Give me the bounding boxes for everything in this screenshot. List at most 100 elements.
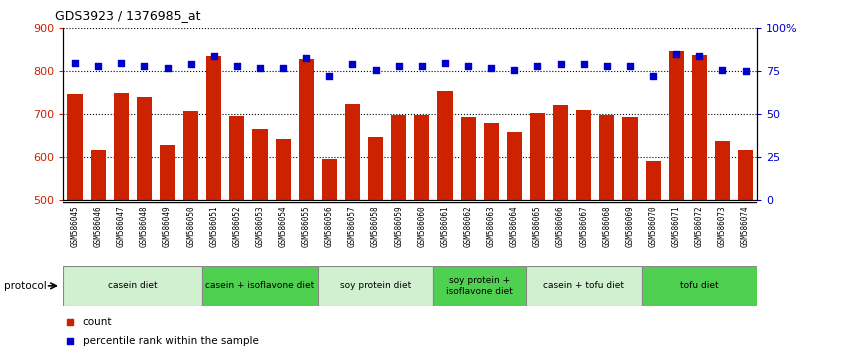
Bar [252, 129, 267, 200]
Point [485, 65, 498, 71]
Point [530, 63, 544, 69]
Text: GSM586054: GSM586054 [278, 205, 288, 246]
Point [693, 53, 706, 59]
Bar [530, 113, 545, 200]
Text: GSM586066: GSM586066 [556, 205, 565, 246]
Point [230, 63, 244, 69]
Bar [137, 97, 152, 200]
Text: GSM586051: GSM586051 [209, 205, 218, 246]
Bar [507, 132, 522, 200]
Bar [318, 266, 433, 306]
Text: GSM586058: GSM586058 [371, 205, 380, 246]
Text: GSM586048: GSM586048 [140, 205, 149, 246]
Text: casein + tofu diet: casein + tofu diet [543, 281, 624, 290]
Bar [368, 137, 383, 200]
Text: GSM586070: GSM586070 [649, 205, 657, 246]
Text: GSM586057: GSM586057 [348, 205, 357, 246]
Text: GSM586074: GSM586074 [741, 205, 750, 246]
Point [253, 65, 266, 71]
Text: GSM586056: GSM586056 [325, 205, 334, 246]
Text: GSM586055: GSM586055 [302, 205, 310, 246]
Text: casein diet: casein diet [108, 281, 157, 290]
Bar [206, 56, 222, 200]
Bar [553, 105, 569, 200]
Point [600, 63, 613, 69]
Bar [276, 139, 291, 200]
Bar [576, 110, 591, 200]
Text: GSM586061: GSM586061 [441, 205, 449, 246]
Point [207, 53, 221, 59]
Point [415, 63, 429, 69]
Text: GSM586052: GSM586052 [233, 205, 241, 246]
Text: GSM586069: GSM586069 [625, 205, 634, 246]
Bar [715, 141, 730, 200]
Bar [183, 111, 198, 200]
Text: casein + isoflavone diet: casein + isoflavone diet [206, 281, 315, 290]
Text: GSM586045: GSM586045 [70, 205, 80, 246]
Point [114, 60, 128, 65]
Point [91, 63, 105, 69]
Bar [91, 150, 106, 200]
Point [322, 74, 336, 79]
Bar [692, 55, 707, 200]
Point [508, 67, 521, 72]
Point [438, 60, 452, 65]
Point [669, 51, 683, 57]
Bar [645, 161, 661, 200]
Point [138, 63, 151, 69]
Text: soy protein diet: soy protein diet [340, 281, 411, 290]
Text: count: count [83, 318, 113, 327]
Bar [526, 266, 641, 306]
Bar [321, 159, 337, 200]
Text: GSM586071: GSM586071 [672, 205, 681, 246]
Point [346, 62, 360, 67]
Point [184, 62, 197, 67]
Point [63, 338, 77, 343]
Point [577, 62, 591, 67]
Bar [738, 150, 753, 200]
Text: GSM586049: GSM586049 [163, 205, 172, 246]
Text: GSM586072: GSM586072 [695, 205, 704, 246]
Bar [299, 59, 314, 200]
Bar [113, 93, 129, 200]
Point [299, 55, 313, 60]
Text: GSM586046: GSM586046 [94, 205, 102, 246]
Bar [668, 51, 684, 200]
Point [646, 74, 660, 79]
Bar [415, 115, 430, 200]
Point [369, 67, 382, 72]
Bar [229, 116, 244, 200]
Point [739, 68, 752, 74]
Text: GSM586067: GSM586067 [580, 205, 588, 246]
Text: GSM586062: GSM586062 [464, 205, 473, 246]
Text: GSM586047: GSM586047 [117, 205, 126, 246]
Point [63, 320, 77, 325]
Text: GSM586059: GSM586059 [394, 205, 404, 246]
Point [161, 65, 174, 71]
Bar [641, 266, 757, 306]
Text: tofu diet: tofu diet [680, 281, 718, 290]
Text: GSM586068: GSM586068 [602, 205, 612, 246]
Point [554, 62, 568, 67]
Text: soy protein +
isoflavone diet: soy protein + isoflavone diet [446, 276, 514, 296]
Point [392, 63, 405, 69]
Point [716, 67, 729, 72]
Bar [63, 266, 202, 306]
Bar [599, 115, 614, 200]
Text: GDS3923 / 1376985_at: GDS3923 / 1376985_at [55, 9, 201, 22]
Text: GSM586060: GSM586060 [417, 205, 426, 246]
Bar [345, 104, 360, 200]
Bar [437, 91, 453, 200]
Bar [484, 123, 499, 200]
Point [277, 65, 290, 71]
Text: GSM586050: GSM586050 [186, 205, 195, 246]
Bar [68, 93, 83, 200]
Bar [623, 117, 638, 200]
Point [69, 60, 82, 65]
Text: GSM586073: GSM586073 [718, 205, 727, 246]
Bar [391, 115, 406, 200]
Bar [160, 145, 175, 200]
Bar [202, 266, 318, 306]
Text: percentile rank within the sample: percentile rank within the sample [83, 336, 259, 346]
Text: GSM586064: GSM586064 [510, 205, 519, 246]
